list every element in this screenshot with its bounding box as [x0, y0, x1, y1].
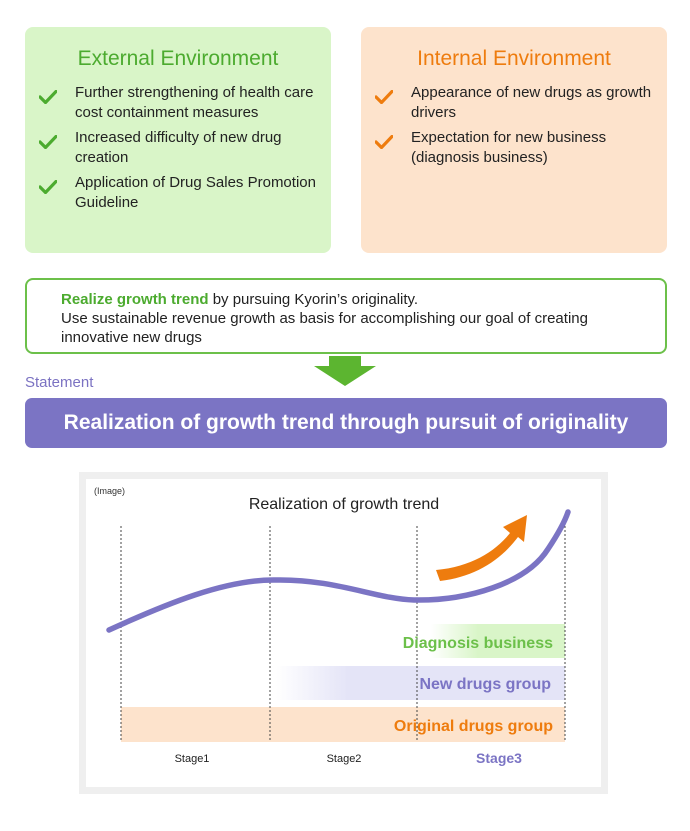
original-drugs-band: [121, 707, 565, 742]
growth-trend-diagram: (Image) Realization of growth trend Diag…: [79, 472, 608, 794]
check-icon: [39, 90, 57, 104]
check-icon: [375, 135, 393, 149]
list-item-text: Expectation for new business (diagnosis …: [411, 129, 607, 166]
diagram-title: Realization of growth trend: [249, 496, 439, 513]
list-item: Application of Drug Sales Promotion Guid…: [39, 173, 323, 213]
list-item: Increased difficulty of new drug creatio…: [39, 128, 323, 168]
list-item-text: Appearance of new drugs as growth driver…: [411, 84, 652, 121]
down-arrow-icon: [314, 356, 376, 386]
internal-environment-box: Internal Environment Appearance of new d…: [361, 27, 667, 253]
list-item-text: Application of Drug Sales Promotion Guid…: [75, 174, 316, 211]
external-environment-title: External Environment: [77, 47, 279, 70]
check-icon: [39, 135, 57, 149]
check-icon: [39, 180, 57, 194]
growth-arrow-icon: [436, 515, 527, 581]
diagnosis-band: [431, 624, 565, 658]
band-label-new-drugs: New drugs group: [419, 676, 551, 693]
band-label-diagnosis: Diagnosis business: [403, 635, 553, 652]
internal-environment-list: Appearance of new drugs as growth driver…: [361, 83, 667, 168]
mission-line2: Use sustainable revenue growth as basis …: [61, 310, 588, 346]
diagram-canvas: (Image) Realization of growth trend Diag…: [86, 479, 601, 787]
list-item: Expectation for new business (diagnosis …: [375, 128, 659, 168]
mission-line1-rest: by pursuing Kyorin’s originality.: [208, 291, 419, 308]
new-drugs-band: [276, 666, 565, 700]
list-item: Further strengthening of health care cos…: [39, 83, 323, 123]
image-note: (Image): [94, 486, 125, 496]
band-label-original-drugs: Original drugs group: [394, 718, 553, 735]
internal-environment-title: Internal Environment: [417, 47, 611, 70]
check-icon: [375, 90, 393, 104]
statement-bar: Realization of growth trend through purs…: [25, 398, 667, 448]
external-environment-list: Further strengthening of health care cos…: [25, 83, 331, 213]
growth-trend-curve: [106, 509, 571, 633]
list-item-text: Increased difficulty of new drug creatio…: [75, 129, 282, 166]
trend-svg: (Image) Realization of growth trend Diag…: [94, 486, 571, 766]
statement-label: Statement: [25, 374, 94, 391]
list-item: Appearance of new drugs as growth driver…: [375, 83, 659, 123]
external-environment-box: External Environment Further strengtheni…: [25, 27, 331, 253]
mission-box: Realize growth trend by pursuing Kyorin’…: [25, 278, 667, 354]
stage-label-3: Stage3: [476, 750, 522, 766]
stage-label-2: Stage2: [327, 753, 362, 765]
mission-highlight: Realize growth trend: [61, 291, 209, 308]
mission-line1: Realize growth trend by pursuing Kyorin’…: [61, 290, 655, 309]
list-item-text: Further strengthening of health care cos…: [75, 84, 314, 121]
stage-label-1: Stage1: [175, 753, 210, 765]
